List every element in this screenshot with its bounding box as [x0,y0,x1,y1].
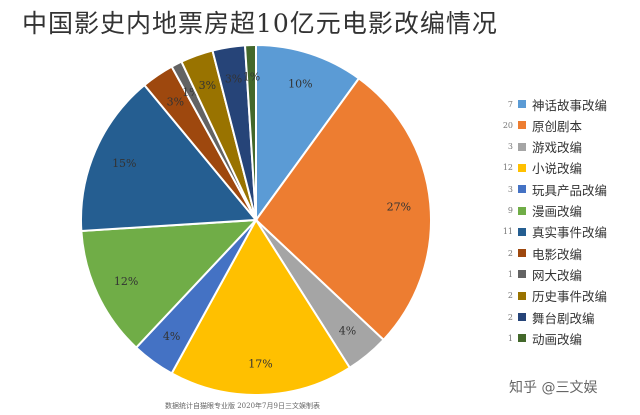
pie-label-1: 10% [288,78,312,91]
legend-item-11: 2 舞台剧改编 [497,308,595,326]
legend-swatch [518,291,526,300]
pie-label-3: 4% [339,325,356,338]
legend-count: 1 [507,333,513,343]
source-note: 数据统计自猫眼专业版 2020年7月9日三文娱制表 [165,402,320,410]
legend-count: 9 [507,206,513,215]
legend-label: 神话故事改编 [532,97,608,113]
legend-swatch [518,121,526,130]
pie-slice-1 [255,43,361,224]
legend-label: 历史事件改编 [532,289,608,305]
legend-count: 11 [502,227,513,237]
legend-swatch [518,249,526,258]
legend-label: 动画改编 [532,331,583,347]
pie-label-7: 15% [112,157,136,170]
pie-label-4: 17% [248,357,272,370]
legend-item-5: 3 玩具产品改编 [497,180,607,198]
legend-count: 3 [507,184,513,194]
legend-label: 小说改编 [532,161,583,177]
legend-swatch [518,100,526,108]
pie-slice-12 [243,43,257,221]
legend-item-3: 3 游戏改编 [497,138,582,156]
legend-count: 12 [502,163,513,173]
legend-swatch [518,142,526,151]
legend-swatch [518,185,526,194]
legend-swatch [518,334,526,343]
pie-slice-7 [80,83,259,233]
legend-count: 2 [507,248,513,258]
legend-label: 游戏改编 [532,140,583,156]
pie-label-6: 12% [114,275,138,288]
pie-slice-2 [254,77,432,342]
legend-count: 3 [507,142,513,152]
legend-item-12: 1 动画改编 [497,329,582,347]
legend-item-1: 7 神话故事改编 [497,95,607,113]
legend-item-2: 20 原创剧本 [497,116,582,134]
legend-label: 玩具产品改编 [532,182,608,198]
legend-label: 漫画改编 [532,204,583,219]
legend-swatch [518,313,526,321]
legend-swatch [518,206,526,215]
legend-label: 电影改编 [532,246,583,262]
legend-swatch [518,163,526,172]
watermark: 知乎 @三文娱 [509,380,598,396]
legend-count: 1 [507,269,513,279]
legend-count: 20 [502,120,513,130]
pie-slice-6 [80,218,259,349]
pie-label-2: 27% [387,200,411,213]
legend-count: 2 [507,291,513,301]
legend-label: 网大改编 [532,267,583,283]
pie-slice-4 [170,218,352,396]
legend-swatch [518,227,526,236]
legend-label: 真实事件改编 [532,225,608,241]
legend-item-8: 2 电影改编 [497,244,582,262]
legend-label: 舞台剧改编 [532,310,595,326]
legend-item-4: 12 小说改编 [497,159,582,177]
pie-label-8: 3% [167,95,184,108]
legend-count: 2 [507,312,513,322]
pie-label-11: 3% [225,72,242,85]
pie-label-5: 4% [163,330,180,343]
legend-item-7: 11 真实事件改编 [497,223,607,241]
pie-label-10: 3% [199,79,216,92]
legend-swatch [518,270,526,279]
legend-count: 7 [507,99,513,109]
legend-label: 原创剧本 [532,118,583,134]
legend-item-6: 9 漫画改编 [497,202,582,220]
legend-item-10: 2 历史事件改编 [497,287,607,305]
legend-item-9: 1 网大改编 [497,265,582,283]
chart-title: 中国影史内地票房超10亿元电影改编情况 [22,9,498,38]
pie-label-12: 1% [243,71,260,84]
